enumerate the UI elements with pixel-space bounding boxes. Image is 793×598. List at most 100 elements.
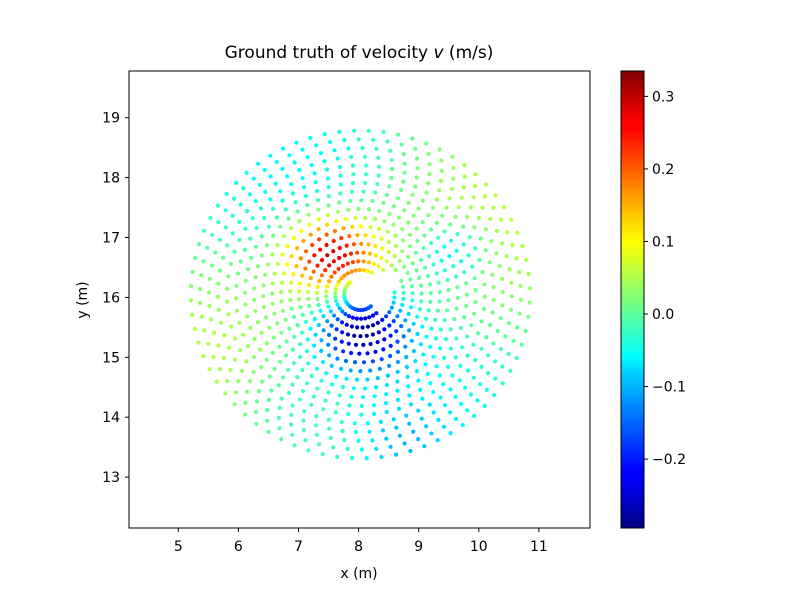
data-point [317, 442, 322, 447]
data-point [259, 253, 264, 258]
data-point [434, 364, 439, 369]
data-point [374, 146, 379, 151]
data-point [248, 236, 253, 241]
data-point [281, 146, 286, 151]
data-point [359, 198, 364, 203]
data-point [327, 332, 332, 337]
data-point [371, 137, 376, 142]
data-point [277, 426, 282, 431]
data-point [255, 320, 261, 325]
data-point [407, 328, 412, 333]
data-point [410, 298, 415, 303]
data-point [290, 191, 295, 196]
data-point [400, 227, 405, 232]
data-point [224, 191, 229, 196]
data-point [206, 341, 211, 346]
data-point [353, 215, 358, 220]
data-point [424, 334, 429, 339]
data-point [349, 455, 355, 461]
data-point [303, 249, 309, 254]
data-point [472, 413, 477, 418]
data-point [471, 342, 476, 347]
data-point [426, 181, 431, 186]
data-point [527, 286, 532, 291]
data-point [473, 184, 478, 189]
data-point [405, 270, 410, 275]
data-point [459, 195, 464, 200]
data-point [348, 251, 353, 256]
data-point [519, 342, 524, 347]
data-point [400, 302, 405, 307]
data-point [312, 253, 317, 258]
data-point [482, 282, 487, 287]
data-point [233, 390, 238, 395]
data-point [340, 384, 345, 390]
data-point [237, 219, 242, 224]
data-point [362, 386, 368, 391]
data-point [325, 176, 330, 181]
data-point [252, 297, 257, 302]
data-point [254, 421, 259, 426]
data-point [384, 382, 389, 388]
data-point [251, 176, 256, 181]
data-point [320, 452, 325, 457]
data-point [455, 285, 460, 290]
data-point [448, 431, 453, 436]
data-point [416, 437, 421, 442]
data-point [288, 289, 293, 294]
data-point [244, 170, 249, 175]
data-point [418, 283, 424, 288]
data-point [218, 268, 223, 273]
colorbar-tick-label: −0.1 [652, 380, 686, 396]
data-point [445, 308, 450, 313]
data-point [215, 203, 221, 208]
data-point [331, 313, 337, 318]
data-point [319, 348, 324, 353]
data-point [289, 412, 294, 417]
data-point [363, 172, 369, 177]
data-point [319, 258, 325, 263]
data-point [253, 410, 259, 415]
data-point [414, 175, 419, 180]
data-point [384, 314, 389, 319]
data-point [312, 354, 317, 360]
data-point [448, 410, 453, 415]
data-point [298, 305, 303, 310]
data-point [406, 200, 411, 205]
data-point [424, 190, 429, 195]
data-point [243, 278, 248, 283]
x-tick-label: 11 [530, 539, 548, 555]
data-point [363, 215, 368, 220]
data-point [233, 336, 238, 341]
data-point [314, 143, 319, 148]
data-point [319, 273, 324, 278]
data-point [493, 359, 498, 364]
data-point [215, 294, 221, 299]
data-point [439, 258, 444, 263]
data-point [289, 280, 294, 285]
data-point [211, 354, 216, 359]
data-point [428, 299, 433, 304]
data-point [263, 272, 268, 277]
data-point [472, 276, 477, 281]
data-point [415, 238, 420, 244]
x-tick-label: 5 [174, 539, 183, 555]
data-point [482, 194, 487, 199]
data-point [259, 330, 264, 335]
data-point [431, 262, 436, 267]
data-point [337, 164, 343, 170]
data-point [361, 250, 366, 255]
data-point [439, 168, 444, 174]
chart-title: Ground truth of velocity v (m/s) [225, 43, 494, 63]
data-point [458, 363, 463, 368]
data-point [413, 184, 418, 189]
data-point [381, 267, 386, 272]
data-point [319, 338, 324, 343]
data-point [396, 132, 401, 137]
data-point [491, 297, 496, 302]
data-point [252, 286, 257, 291]
data-point [442, 244, 447, 249]
data-point [339, 339, 344, 344]
data-point [487, 260, 492, 265]
data-point [419, 416, 424, 421]
